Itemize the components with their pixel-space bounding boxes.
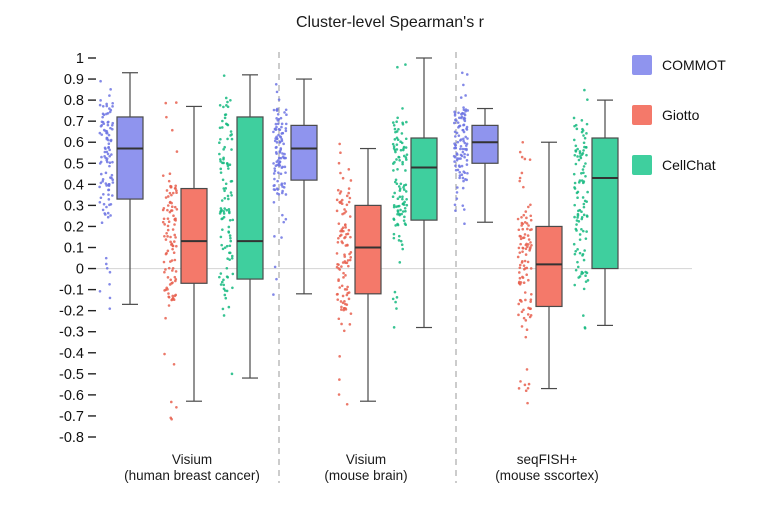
svg-text:0.9: 0.9 (64, 72, 84, 88)
svg-text:0.7: 0.7 (64, 114, 84, 130)
y-axis: 1 0.9 0.8 0.7 0.6 0.5 0.4 0.3 0.2 0.1 0 -0.1 -0.2 -0.… (59, 51, 96, 446)
box-cellchat-group3 (572, 88, 619, 330)
legend: COMMOT Giotto CellChat (632, 55, 726, 175)
legend-item-giotto: Giotto (632, 105, 726, 125)
svg-text:0: 0 (76, 262, 84, 278)
svg-text:0.5: 0.5 (64, 156, 84, 172)
legend-label-giotto: Giotto (662, 107, 700, 123)
legend-swatch-cellchat-icon (632, 155, 652, 175)
group-label-1: Visium (172, 452, 212, 467)
svg-text:-0.4: -0.4 (59, 346, 84, 362)
svg-text:0.2: 0.2 (64, 219, 84, 235)
svg-text:-0.3: -0.3 (59, 325, 84, 341)
chart-title: Cluster-level Spearman's r (295, 14, 484, 31)
box-giotto-group1 (161, 101, 208, 421)
group-label-3: seqFISH+ (517, 452, 578, 467)
box-cellchat-group2 (391, 57, 438, 329)
box-commot-group2 (272, 78, 318, 296)
box-cellchat-group1 (218, 74, 264, 379)
box-giotto-group2 (335, 142, 382, 406)
group-label-2: Visium (346, 452, 386, 467)
svg-text:0.3: 0.3 (64, 198, 84, 214)
boxes-layer (98, 57, 619, 421)
legend-item-commot: COMMOT (632, 55, 726, 75)
legend-swatch-commot-icon (632, 55, 652, 75)
box-commot-group3 (452, 71, 499, 226)
svg-text:1: 1 (76, 51, 84, 67)
svg-text:0.6: 0.6 (64, 135, 84, 151)
group-label-3: (mouse sscortex) (495, 468, 599, 483)
svg-text:-0.5: -0.5 (59, 367, 84, 383)
svg-text:0.8: 0.8 (64, 93, 84, 109)
group-label-1: (human breast cancer) (124, 468, 260, 483)
legend-swatch-giotto-icon (632, 105, 652, 125)
legend-item-cellchat: CellChat (632, 155, 726, 175)
box-commot-group1 (98, 72, 144, 310)
box-giotto-group3 (516, 140, 563, 405)
svg-text:-0.1: -0.1 (59, 283, 84, 299)
legend-label-commot: COMMOT (662, 57, 726, 73)
x-axis-labels: Visium(human breast cancer)Visium(mouse … (124, 452, 599, 483)
group-label-2: (mouse brain) (324, 468, 407, 483)
svg-text:-0.2: -0.2 (59, 304, 84, 320)
svg-text:0.4: 0.4 (64, 177, 84, 193)
legend-label-cellchat: CellChat (662, 157, 716, 173)
svg-text:-0.8: -0.8 (59, 430, 84, 446)
svg-text:-0.7: -0.7 (59, 409, 84, 425)
svg-text:0.1: 0.1 (64, 241, 84, 257)
svg-text:-0.6: -0.6 (59, 388, 84, 404)
